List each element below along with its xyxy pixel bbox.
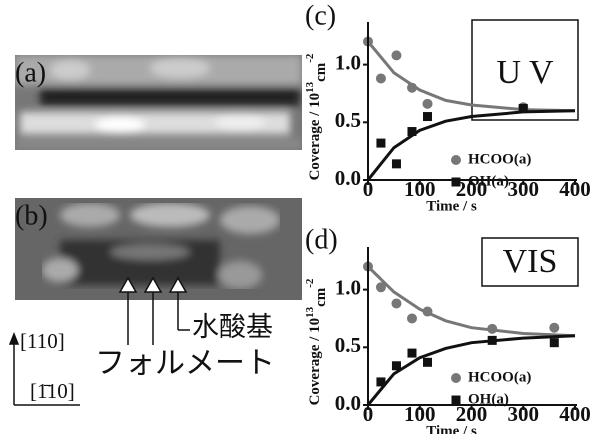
data-point (376, 73, 386, 83)
x-tick-label: 200 (456, 402, 488, 426)
y-tick-label: 1.0 (335, 50, 361, 74)
data-point (519, 104, 528, 113)
x-axis-label: Time / s (426, 198, 477, 214)
page: {"figure": {"panels": ["(a)", "(b)"], "a… (0, 0, 606, 434)
data-point (423, 307, 433, 317)
legend-marker (451, 155, 461, 165)
legend-label: HCOO(a) (468, 151, 531, 167)
data-point (423, 358, 432, 367)
data-point (407, 127, 416, 136)
x-axis-label: Time / s (426, 423, 477, 434)
stm-image-b (15, 198, 302, 300)
data-point (376, 282, 386, 292)
panel-label: (d) (305, 224, 338, 255)
direction-label: [110] (20, 329, 65, 353)
data-point (549, 323, 559, 333)
x-tick-label: 0 (363, 177, 374, 201)
y-tick-label: 0.0 (335, 391, 361, 415)
data-point (488, 336, 497, 345)
panel-label: (c) (305, 0, 336, 31)
x-tick-label: 0 (363, 402, 374, 426)
data-point (376, 139, 385, 148)
y-axis-label-part: -2 (304, 278, 316, 288)
data-point (391, 50, 401, 60)
y-axis-label-part: cm (313, 287, 329, 307)
data-point (487, 324, 497, 334)
y-axis-label-part: 13 (304, 81, 316, 93)
legend-marker (451, 373, 461, 383)
data-point (407, 83, 417, 93)
y-tick-label: 0.5 (335, 333, 361, 357)
data-point (391, 298, 401, 308)
x-tick-label: 100 (404, 177, 436, 201)
data-point (392, 159, 401, 168)
annotation: 水酸基 (192, 312, 273, 342)
fit-curve (368, 111, 575, 180)
y-tick-label: 0.5 (335, 108, 361, 132)
data-point (407, 313, 417, 323)
y-axis-label-part: Coverage / 10 (307, 93, 323, 180)
data-point (423, 99, 433, 109)
y-axis-label-part: Coverage / 10 (307, 318, 323, 405)
y-axis-label: Coverage / 1013cm-2 (304, 53, 330, 180)
panel-label: (a) (15, 57, 46, 88)
y-tick-label: 1.0 (335, 275, 361, 299)
annotation: フォルメート (95, 347, 275, 380)
figure: (a) (b) 水酸基 フォルメート [110] [1̄10] U V (c) HC… (0, 0, 606, 434)
y-axis-label-part: 13 (304, 306, 316, 318)
box-label: U V (497, 54, 554, 91)
y-tick-label: 0.0 (335, 166, 361, 190)
x-tick-label: 300 (508, 177, 540, 201)
x-tick-label: 100 (404, 402, 436, 426)
x-tick-label: 400 (559, 402, 591, 426)
y-axis-label-part: cm (313, 62, 329, 82)
data-point (392, 361, 401, 370)
x-tick-label: 400 (559, 177, 591, 201)
y-axis-label-part: -2 (304, 53, 316, 63)
stm-image-a (15, 55, 302, 150)
data-point (550, 338, 559, 347)
data-point (376, 377, 385, 386)
box-label: VIS (503, 243, 558, 280)
x-tick-label: 200 (456, 177, 488, 201)
legend-label: HCOO(a) (468, 369, 531, 385)
data-point (423, 112, 432, 121)
arrows (120, 278, 186, 292)
direction-label: [1̄10] (30, 379, 75, 403)
panel-label: (b) (15, 200, 48, 231)
y-axis-label: Coverage / 1013cm-2 (304, 278, 330, 405)
data-point (407, 349, 416, 358)
x-tick-label: 300 (508, 402, 540, 426)
